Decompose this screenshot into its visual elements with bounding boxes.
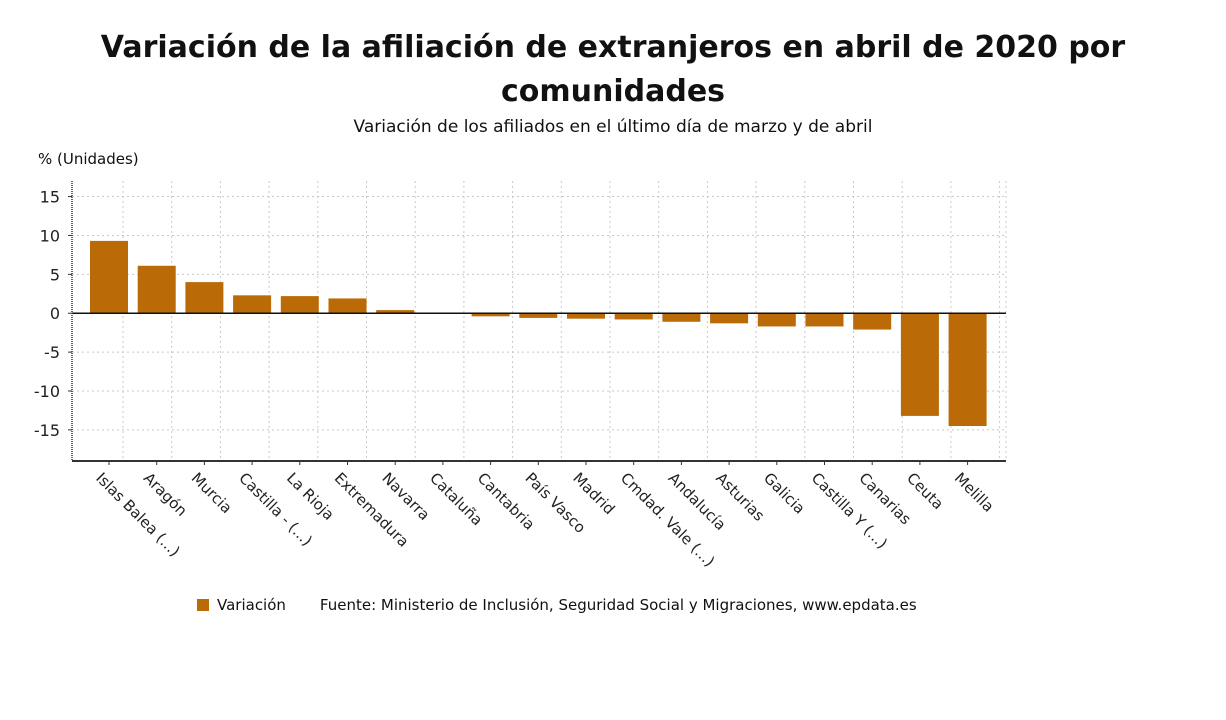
- bar: [567, 313, 605, 319]
- bar: [471, 313, 510, 317]
- x-tick-label: Islas Balea (...): [92, 469, 183, 560]
- bar: [233, 295, 272, 314]
- y-tick-label: 0: [50, 304, 60, 323]
- bar: [280, 296, 319, 314]
- bar: [90, 240, 128, 314]
- source-note: Fuente: Ministerio de Inclusión, Segurid…: [319, 596, 917, 614]
- bar: [805, 313, 844, 327]
- x-tick-label: Ceuta: [903, 469, 947, 513]
- y-tick-label: 5: [50, 265, 60, 284]
- y-tick-label: 10: [40, 226, 60, 245]
- x-tick-label: Murcia: [188, 469, 236, 517]
- y-axis-label: % (Unidades): [38, 150, 139, 168]
- bar: [376, 310, 415, 314]
- chart-subtitle: Variación de los afiliados en el último …: [353, 117, 873, 137]
- bar: [185, 282, 224, 314]
- y-tick-label: -10: [34, 382, 60, 401]
- legend-label: Variación: [217, 596, 286, 614]
- bar: [662, 313, 701, 322]
- bar: [900, 313, 939, 416]
- bar: [948, 313, 987, 426]
- legend: Variación Fuente: Ministerio de Inclusió…: [197, 596, 917, 614]
- y-tick-label: -5: [44, 343, 60, 362]
- bar: [137, 265, 176, 314]
- chart-title: Variación de la afiliación de extranjero…: [100, 30, 1126, 109]
- bar: [853, 313, 892, 330]
- x-tick-label: Melilla: [951, 469, 998, 516]
- bar: [614, 313, 653, 320]
- bar: [710, 313, 749, 324]
- y-tick-label: -15: [34, 421, 60, 440]
- y-tick-label: 15: [40, 188, 60, 207]
- bar: [519, 313, 558, 318]
- bar: [328, 298, 367, 314]
- legend-swatch: [197, 599, 209, 611]
- bar: [757, 313, 796, 327]
